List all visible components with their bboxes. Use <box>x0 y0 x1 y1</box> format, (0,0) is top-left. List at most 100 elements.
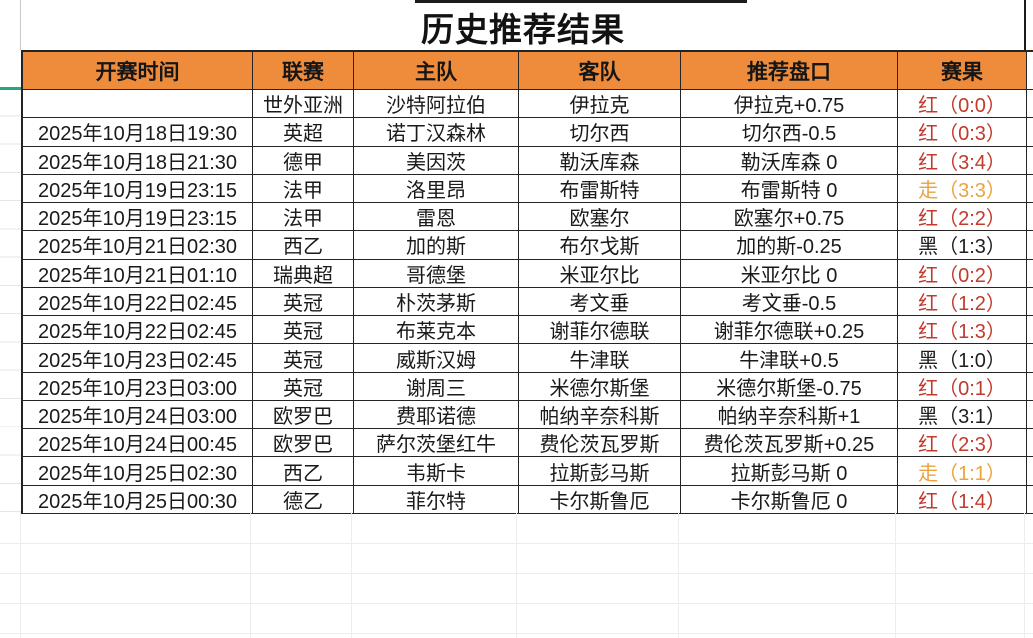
cell-recommended-handicap[interactable]: 米德尔斯堡-0.75 <box>681 372 898 401</box>
cell-recommended-handicap[interactable]: 切尔西-0.5 <box>681 118 898 147</box>
cell-away-team[interactable]: 考文垂 <box>519 287 681 317</box>
cell-home-team[interactable]: 美因茨 <box>354 146 519 175</box>
cell-recommended-handicap[interactable]: 勒沃库森 0 <box>681 146 898 175</box>
cell-home-team[interactable]: 加的斯 <box>354 231 519 260</box>
cell-recommended-handicap[interactable]: 加的斯-0.25 <box>681 231 898 260</box>
gridline <box>516 512 517 638</box>
cell-time[interactable]: 2025年10月23日02:45 <box>23 344 253 373</box>
cell-result[interactable]: 走（1:1） <box>898 457 1027 486</box>
cell-result[interactable]: 红（0:0） <box>898 90 1027 119</box>
cell-league[interactable]: 英冠 <box>253 372 354 401</box>
cell-recommended-handicap[interactable]: 帕纳辛奈科斯+1 <box>681 400 898 430</box>
cell-away-team[interactable]: 伊拉克 <box>519 90 681 119</box>
cell-result[interactable]: 红（1:3） <box>898 316 1027 345</box>
cell-result[interactable]: 黑（1:0） <box>898 344 1027 373</box>
cell-league[interactable]: 欧罗巴 <box>253 429 354 458</box>
cell-time[interactable]: 2025年10月18日19:30 <box>23 118 253 147</box>
column-header-away[interactable]: 客队 <box>519 52 681 90</box>
cell-home-team[interactable]: 朴茨茅斯 <box>354 287 519 317</box>
column-header-league[interactable]: 联赛 <box>253 52 354 90</box>
cell-recommended-handicap[interactable]: 卡尔斯鲁厄 0 <box>681 485 898 514</box>
cell-league[interactable]: 世外亚洲 <box>253 90 354 119</box>
cell-league[interactable]: 法甲 <box>253 203 354 232</box>
cell-recommended-handicap[interactable]: 费伦茨瓦罗斯+0.25 <box>681 429 898 458</box>
cell-league[interactable]: 德甲 <box>253 146 354 175</box>
cell-league[interactable]: 英超 <box>253 118 354 147</box>
gridline <box>250 512 251 638</box>
cell-home-team[interactable]: 韦斯卡 <box>354 457 519 486</box>
cell-result[interactable]: 红（2:2） <box>898 203 1027 232</box>
cell-result[interactable]: 红（1:4） <box>898 485 1027 514</box>
cell-away-team[interactable]: 布雷斯特 <box>519 174 681 204</box>
cell-home-team[interactable]: 菲尔特 <box>354 485 519 514</box>
cell-time[interactable]: 2025年10月21日02:30 <box>23 231 253 260</box>
cell-time[interactable]: 2025年10月19日23:15 <box>23 174 253 204</box>
cell-away-team[interactable]: 勒沃库森 <box>519 146 681 175</box>
cell-away-team[interactable]: 布尔戈斯 <box>519 231 681 260</box>
cell-league[interactable]: 西乙 <box>253 231 354 260</box>
gridline <box>1024 512 1025 638</box>
cell-result[interactable]: 红（3:4） <box>898 146 1027 175</box>
cell-time[interactable]: 2025年10月18日21:30 <box>23 146 253 175</box>
column-header-pick[interactable]: 推荐盘口 <box>681 52 898 90</box>
cell-home-team[interactable]: 费耶诺德 <box>354 400 519 430</box>
cell-away-team[interactable]: 谢菲尔德联 <box>519 316 681 345</box>
cell-result[interactable]: 红（1:2） <box>898 287 1027 317</box>
cell-result[interactable]: 红（0:3） <box>898 118 1027 147</box>
cell-result[interactable]: 黑（1:3） <box>898 231 1027 260</box>
cell-time[interactable]: 2025年10月25日00:30 <box>23 485 253 514</box>
cell-league[interactable]: 英冠 <box>253 287 354 317</box>
cell-away-team[interactable]: 帕纳辛奈科斯 <box>519 400 681 430</box>
cell-recommended-handicap[interactable]: 米亚尔比 0 <box>681 259 898 288</box>
cell-home-team[interactable]: 萨尔茨堡红牛 <box>354 429 519 458</box>
cell-time[interactable]: 2025年10月24日00:45 <box>23 429 253 458</box>
cell-league[interactable]: 德乙 <box>253 485 354 514</box>
cell-away-team[interactable]: 欧塞尔 <box>519 203 681 232</box>
cell-time[interactable]: 2025年10月22日02:45 <box>23 287 253 317</box>
cell-league[interactable]: 英冠 <box>253 316 354 345</box>
cell-time[interactable]: 2025年10月25日02:30 <box>23 457 253 486</box>
column-header-time[interactable]: 开赛时间 <box>23 52 253 90</box>
cell-away-team[interactable]: 米德尔斯堡 <box>519 372 681 401</box>
cell-recommended-handicap[interactable]: 布雷斯特 0 <box>681 174 898 204</box>
cell-away-team[interactable]: 卡尔斯鲁厄 <box>519 485 681 514</box>
cell-league[interactable]: 英冠 <box>253 344 354 373</box>
cell-away-team[interactable]: 米亚尔比 <box>519 259 681 288</box>
cell-time[interactable] <box>23 90 253 119</box>
cell-recommended-handicap[interactable]: 欧塞尔+0.75 <box>681 203 898 232</box>
cell-recommended-handicap[interactable]: 伊拉克+0.75 <box>681 90 898 119</box>
cell-result[interactable]: 红（2:3） <box>898 429 1027 458</box>
cell-result[interactable]: 红（0:1） <box>898 372 1027 401</box>
cell-home-team[interactable]: 诺丁汉森林 <box>354 118 519 147</box>
cell-home-team[interactable]: 沙特阿拉伯 <box>354 90 519 119</box>
cell-home-team[interactable]: 谢周三 <box>354 372 519 401</box>
cell-recommended-handicap[interactable]: 牛津联+0.5 <box>681 344 898 373</box>
cell-league[interactable]: 瑞典超 <box>253 259 354 288</box>
cell-home-team[interactable]: 洛里昂 <box>354 174 519 204</box>
cell-time[interactable]: 2025年10月21日01:10 <box>23 259 253 288</box>
cell-result[interactable]: 走（3:3） <box>898 174 1027 204</box>
cell-time[interactable]: 2025年10月24日03:00 <box>23 400 253 430</box>
column-header-result[interactable]: 赛果 <box>898 52 1027 90</box>
cell-recommended-handicap[interactable]: 谢菲尔德联+0.25 <box>681 316 898 345</box>
cell-home-team[interactable]: 哥德堡 <box>354 259 519 288</box>
cell-home-team[interactable]: 布莱克本 <box>354 316 519 345</box>
cell-home-team[interactable]: 雷恩 <box>354 203 519 232</box>
cell-recommended-handicap[interactable]: 拉斯彭马斯 0 <box>681 457 898 486</box>
cell-time[interactable]: 2025年10月22日02:45 <box>23 316 253 345</box>
cell-league[interactable]: 法甲 <box>253 174 354 204</box>
cell-result[interactable]: 红（0:2） <box>898 259 1027 288</box>
cell-away-team[interactable]: 切尔西 <box>519 118 681 147</box>
cell-league[interactable]: 欧罗巴 <box>253 400 354 430</box>
cell-away-team[interactable]: 拉斯彭马斯 <box>519 457 681 486</box>
cell-away-team[interactable]: 费伦茨瓦罗斯 <box>519 429 681 458</box>
cell-result[interactable]: 黑（3:1） <box>898 400 1027 430</box>
cell-time[interactable]: 2025年10月23日03:00 <box>23 372 253 401</box>
cell-recommended-handicap[interactable]: 考文垂-0.5 <box>681 287 898 317</box>
column-header-home[interactable]: 主队 <box>354 52 519 90</box>
cell-away-team[interactable]: 牛津联 <box>519 344 681 373</box>
cell-stub <box>1027 90 1033 119</box>
cell-league[interactable]: 西乙 <box>253 457 354 486</box>
cell-home-team[interactable]: 威斯汉姆 <box>354 344 519 373</box>
cell-time[interactable]: 2025年10月19日23:15 <box>23 203 253 232</box>
